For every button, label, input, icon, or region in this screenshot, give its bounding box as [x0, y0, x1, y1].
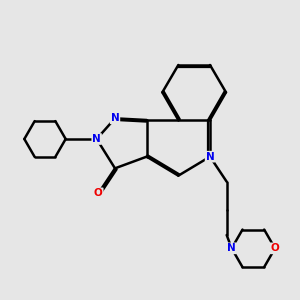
Text: O: O: [94, 188, 103, 198]
Text: N: N: [111, 113, 119, 123]
Text: O: O: [271, 243, 279, 253]
Text: N: N: [92, 134, 101, 144]
Text: N: N: [227, 243, 236, 253]
Text: N: N: [206, 152, 214, 162]
